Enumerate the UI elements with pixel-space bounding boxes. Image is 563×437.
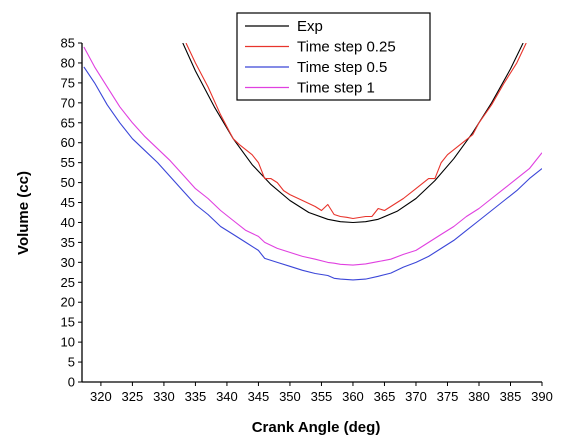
y-tick-label: 85 [61, 36, 75, 51]
x-tick-label: 390 [531, 389, 553, 404]
y-tick-label: 25 [61, 275, 75, 290]
series-line-time-step-1 [83, 46, 542, 266]
series-line-time-step-0-5 [83, 66, 542, 281]
legend-label: Time step 0.5 [297, 59, 387, 76]
x-axis-title: Crank Angle (deg) [252, 419, 381, 436]
y-tick-label: 5 [68, 355, 75, 370]
y-tick-label: 65 [61, 115, 75, 130]
x-tick-label: 335 [185, 389, 207, 404]
y-tick-label: 50 [61, 175, 75, 190]
y-tick-label: 20 [61, 295, 75, 310]
y-tick-label: 45 [61, 195, 75, 210]
x-tick-label: 365 [374, 389, 396, 404]
x-tick-label: 320 [90, 389, 112, 404]
x-tick-label: 350 [279, 389, 301, 404]
y-tick-label: 10 [61, 335, 75, 350]
x-tick-label: 380 [468, 389, 490, 404]
y-tick-label: 0 [68, 375, 75, 390]
y-tick-label: 60 [61, 135, 75, 150]
legend-label: Time step 0.25 [297, 39, 396, 56]
y-tick-label: 30 [61, 255, 75, 270]
y-tick-label: 35 [61, 235, 75, 250]
legend-box [236, 12, 431, 101]
y-tick-label: 15 [61, 315, 75, 330]
y-tick-label: 70 [61, 95, 75, 110]
series-layer [83, 43, 542, 281]
x-tick-label: 325 [122, 389, 144, 404]
legend-label: Exp [297, 18, 323, 35]
axes-layer: 320 325 330 335 340 345 350 355 360 365 370 375 380 3… [61, 36, 553, 405]
series-line-time-step-0-25 [185, 43, 527, 220]
y-tick-label: 75 [61, 75, 75, 90]
y-tick-label: 80 [61, 55, 75, 70]
y-axis-title: Volume (cc) [15, 171, 32, 255]
x-tick-label: 330 [153, 389, 175, 404]
x-tick-label: 340 [216, 389, 238, 404]
y-tick-label: 55 [61, 155, 75, 170]
x-tick-label: 370 [405, 389, 427, 404]
legend: Exp Time step 0.25 Time step 0.5 Time step … [236, 12, 431, 101]
y-tick-label: 40 [61, 215, 75, 230]
x-tick-label: 360 [342, 389, 364, 404]
x-tick-label: 385 [500, 389, 522, 404]
x-tick-label: 345 [248, 389, 270, 404]
x-tick-label: 355 [311, 389, 333, 404]
series-line-exp [182, 43, 524, 224]
legend-label: Time step 1 [297, 80, 375, 97]
x-tick-label: 375 [437, 389, 459, 404]
